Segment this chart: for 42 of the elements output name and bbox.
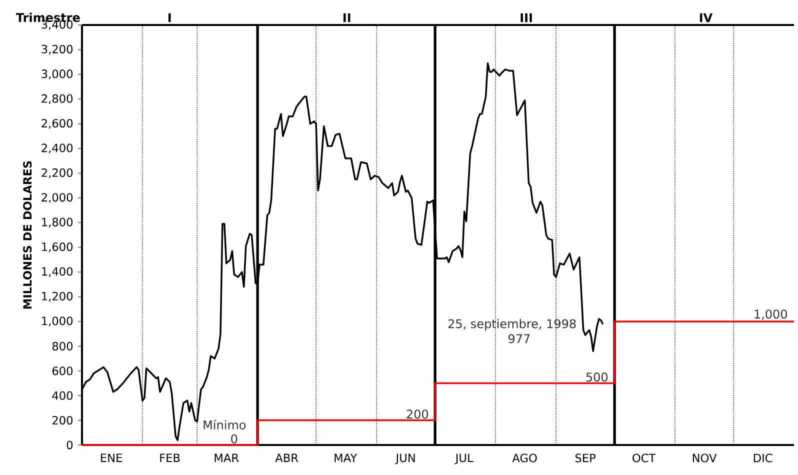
- y-tick-label: 2,000: [42, 193, 73, 203]
- x-tick-label: FEB: [160, 454, 180, 462]
- annotation: 1,000: [754, 310, 787, 320]
- text: II: [344, 13, 350, 22]
- y-tick-label: 1,400: [42, 267, 73, 277]
- x-tick-label: SEP: [575, 454, 596, 462]
- y-tick-label: 2,200: [42, 168, 73, 178]
- annotation: 500: [586, 372, 608, 382]
- y-tick-label: 2,800: [42, 94, 73, 104]
- y-tick-label: 200: [52, 416, 73, 425]
- y-tick-label: 3,200: [42, 44, 73, 55]
- annotation: 977: [508, 334, 530, 344]
- annotation: 200: [406, 410, 428, 419]
- text: III: [520, 13, 532, 22]
- y-tick-label: 1,800: [42, 218, 73, 228]
- x-tick-label: AGO: [512, 454, 537, 462]
- text: IV: [700, 13, 713, 22]
- y-tick-label: 2,600: [42, 118, 73, 129]
- y-tick-label: 0: [66, 440, 73, 450]
- x-tick-label: ENE: [100, 454, 122, 462]
- y-tick-label: 1,000: [42, 316, 73, 326]
- x-tick-label: NOV: [692, 454, 717, 462]
- annotation: 25, septiembre, 1998: [448, 318, 576, 331]
- x-tick-label: JUL: [454, 454, 474, 464]
- x-tick-label: MAY: [334, 454, 358, 462]
- y-tick-label: 1,200: [42, 292, 73, 302]
- x-tick-label: ABR: [275, 454, 298, 462]
- y-tick-label: 1,600: [42, 242, 73, 252]
- y-axis-title: MILLONES DE DOLARES: [23, 161, 32, 309]
- text: Trimestre: [16, 12, 80, 22]
- x-tick-label: OCT: [632, 454, 656, 462]
- y-tick-label: 800: [52, 342, 73, 350]
- x-tick-label: DIC: [754, 454, 772, 462]
- annotation: 0: [231, 434, 238, 444]
- y-tick-label: 3,000: [42, 70, 73, 80]
- y-tick-label: 400: [52, 391, 73, 400]
- annotation: Mínimo: [204, 420, 246, 430]
- text: I: [168, 13, 171, 22]
- y-tick-label: 2,400: [42, 144, 73, 154]
- x-tick-label: MAR: [214, 454, 239, 462]
- y-tick-label: 600: [52, 366, 73, 376]
- x-tick-label: JUN: [395, 454, 415, 464]
